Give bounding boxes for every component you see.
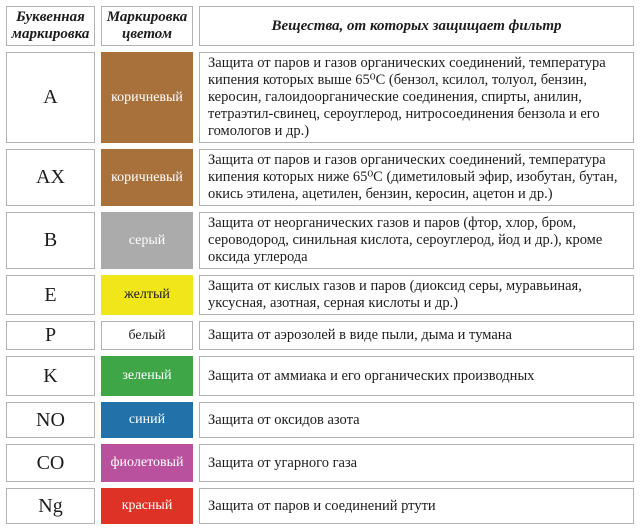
table-header-row: Буквенная маркировка Маркировка цветом В… [6, 6, 634, 46]
color-swatch: коричневый [101, 52, 193, 143]
color-swatch: серый [101, 212, 193, 269]
table-row: NO синий Защита от оксидов азота [6, 402, 634, 438]
color-swatch: синий [101, 402, 193, 438]
filter-description: Защита от неорганических газов и паров (… [199, 212, 634, 269]
table-row: P белый Защита от аэрозолей в виде пыли,… [6, 321, 634, 350]
filter-description: Защита от кислых газов и паров (диоксид … [199, 275, 634, 315]
filter-description: Защита от аэрозолей в виде пыли, дыма и … [199, 321, 634, 350]
filter-letter: K [6, 356, 95, 396]
color-swatch: фиолетовый [101, 444, 193, 482]
filter-description: Защита от паров и газов органических сое… [199, 52, 634, 143]
table-row: CO фиолетовый Защита от угарного газа [6, 444, 634, 482]
filter-description: Защита от паров и газов органических сое… [199, 149, 634, 206]
table-row: Ng красный Защита от паров и соединений … [6, 488, 634, 524]
color-swatch: зеленый [101, 356, 193, 396]
header-letter-marking: Буквенная маркировка [6, 6, 95, 46]
color-swatch: коричневый [101, 149, 193, 206]
filter-description: Защита от аммиака и его органических про… [199, 356, 634, 396]
filter-description: Защита от паров и соединений ртути [199, 488, 634, 524]
color-swatch: желтый [101, 275, 193, 315]
table-row: K зеленый Защита от аммиака и его органи… [6, 356, 634, 396]
table-row: E желтый Защита от кислых газов и паров … [6, 275, 634, 315]
header-color-marking: Маркировка цветом [101, 6, 193, 46]
filter-letter: AX [6, 149, 95, 206]
table-row: B серый Защита от неорганических газов и… [6, 212, 634, 269]
filter-letter: Ng [6, 488, 95, 524]
color-swatch: белый [101, 321, 193, 350]
filter-letter: CO [6, 444, 95, 482]
header-substances: Вещества, от которых защищает фильтр [199, 6, 634, 46]
filter-letter: P [6, 321, 95, 350]
filter-letter: A [6, 52, 95, 143]
filter-letter: B [6, 212, 95, 269]
filter-letter: NO [6, 402, 95, 438]
color-swatch: красный [101, 488, 193, 524]
filter-description: Защита от угарного газа [199, 444, 634, 482]
filter-description: Защита от оксидов азота [199, 402, 634, 438]
table-row: AX коричневый Защита от паров и газов ор… [6, 149, 634, 206]
table-row: A коричневый Защита от паров и газов орг… [6, 52, 634, 143]
filter-letter: E [6, 275, 95, 315]
